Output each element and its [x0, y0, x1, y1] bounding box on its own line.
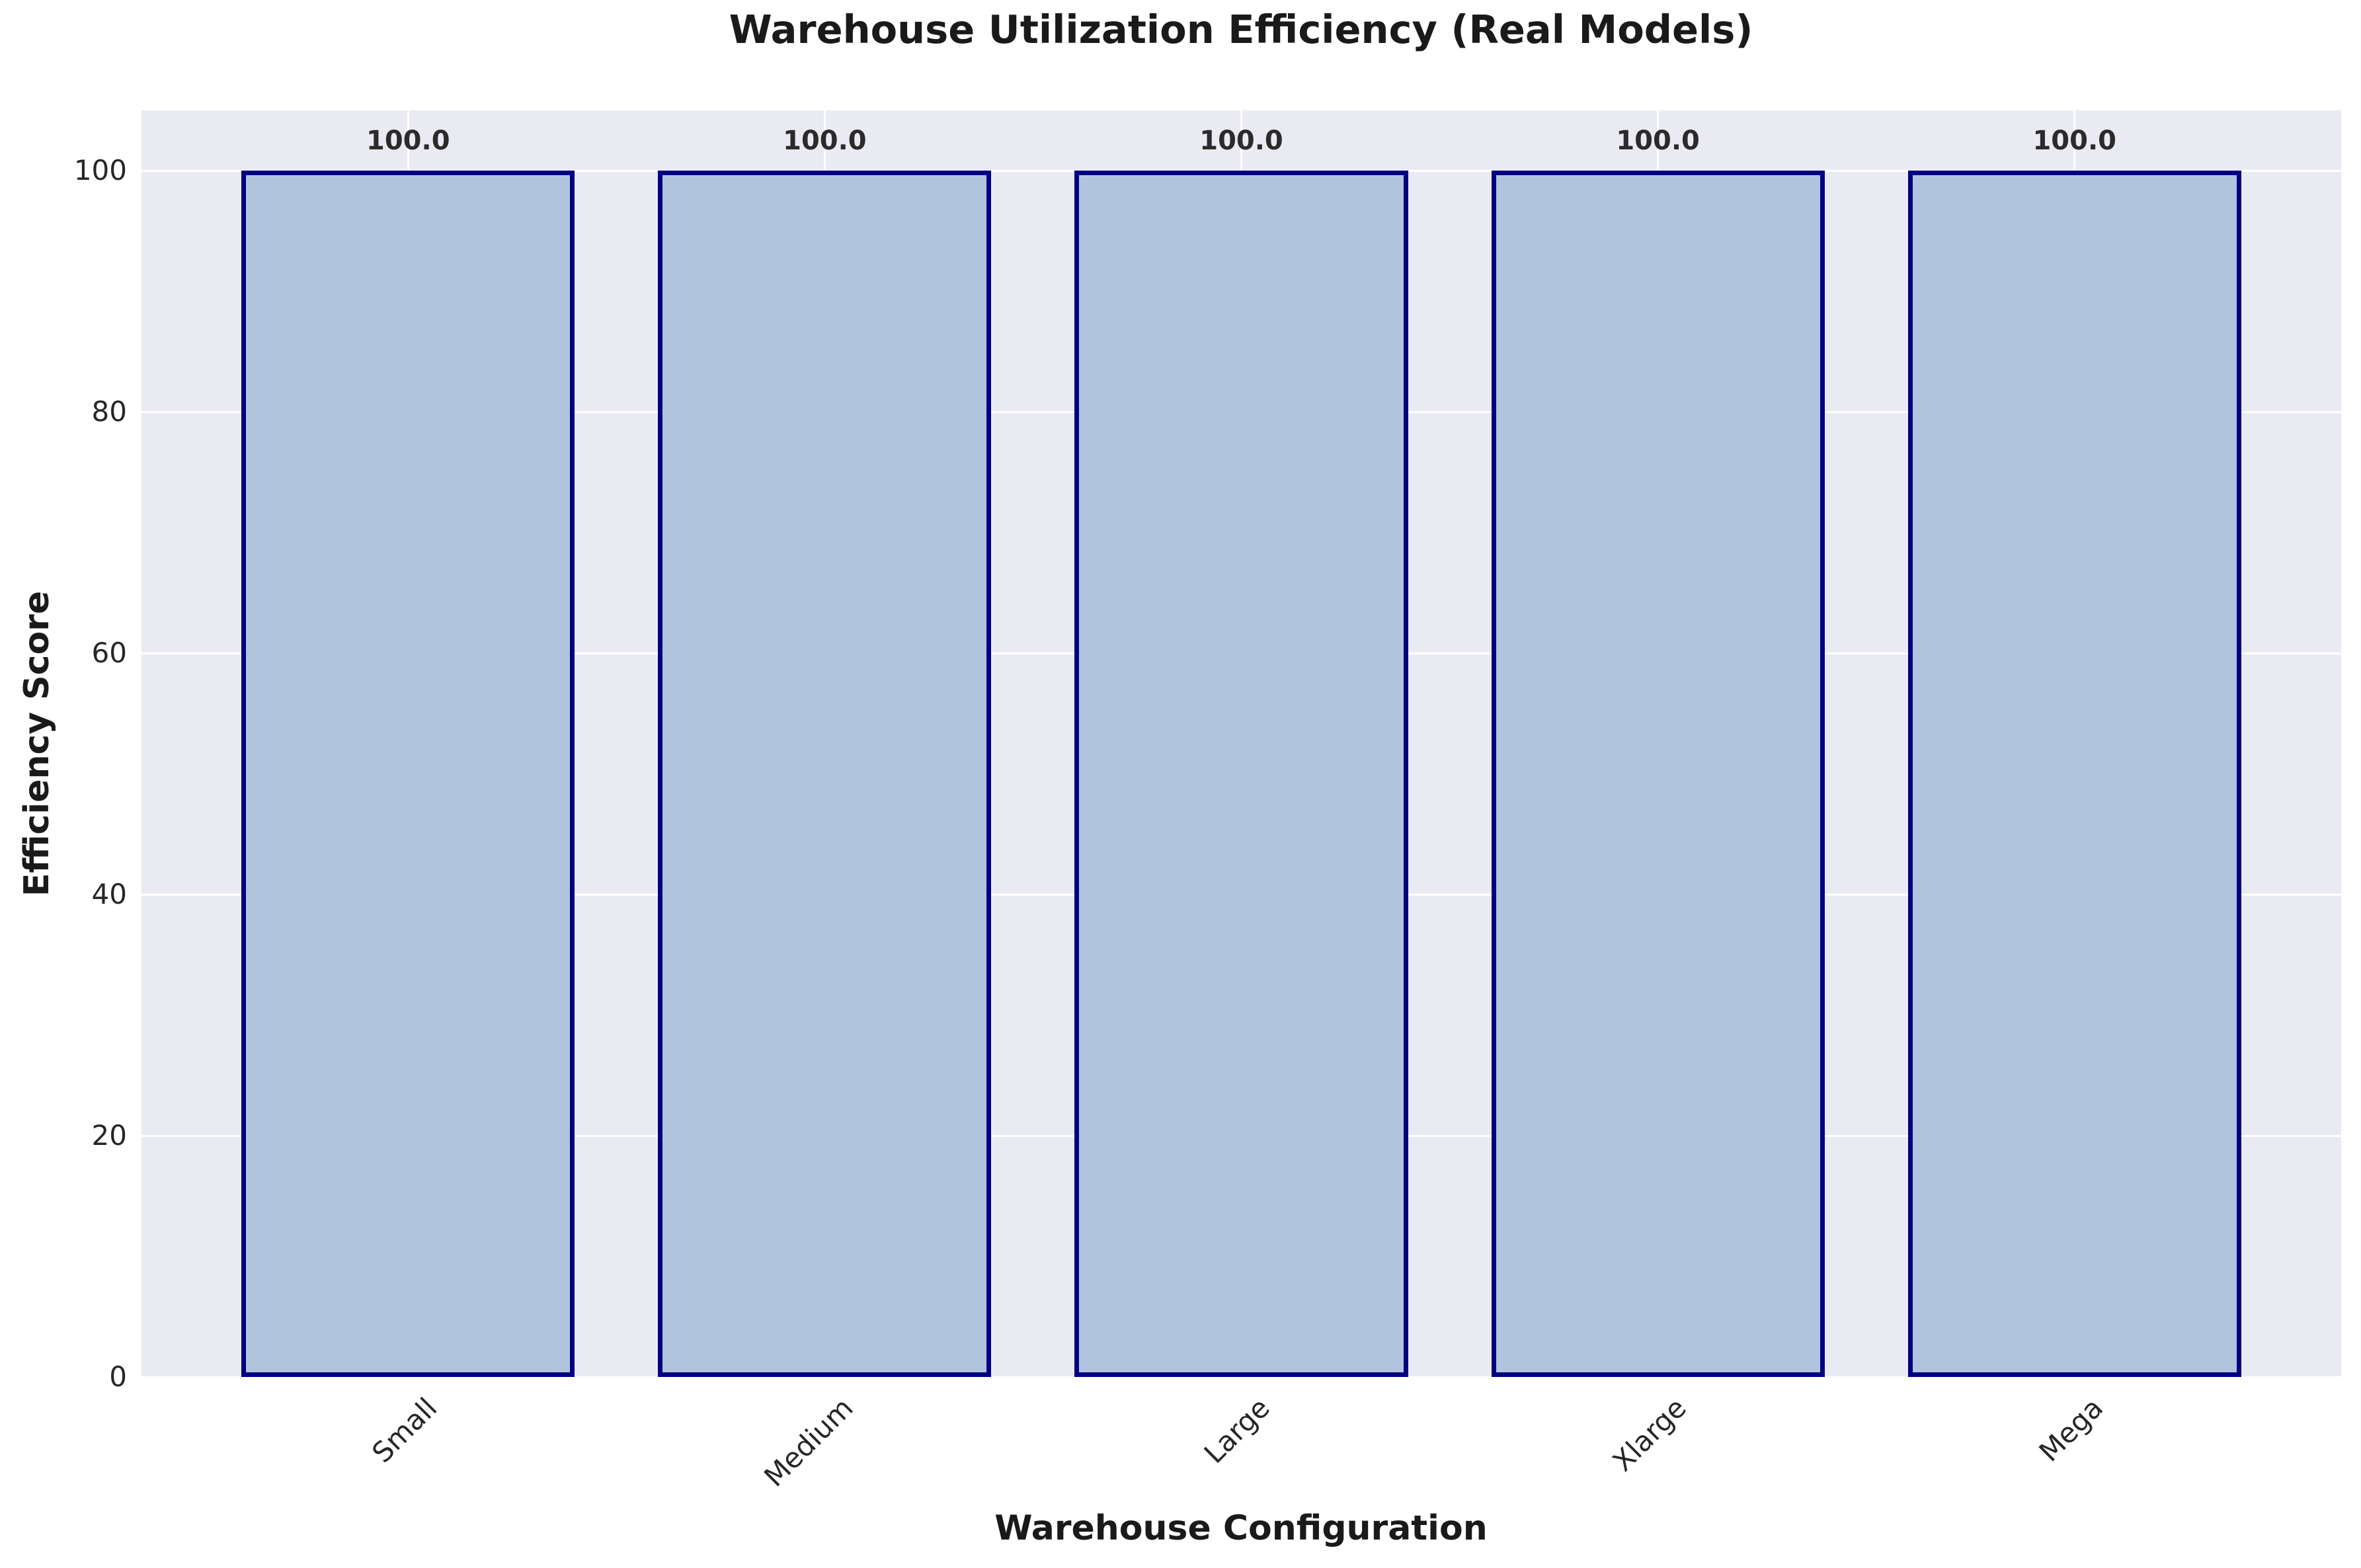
- bar-value-label: 100.0: [1199, 126, 1283, 157]
- x-tick-label: Small: [365, 1392, 443, 1470]
- bar-large: [1074, 171, 1408, 1377]
- bar-value-label: 100.0: [1616, 126, 1700, 157]
- x-tick-label: Large: [1197, 1392, 1277, 1470]
- x-tick-label: Mega: [2032, 1392, 2110, 1468]
- bar-value-label: 100.0: [366, 126, 450, 157]
- y-tick-label: 80: [91, 395, 127, 428]
- y-tick-label: 100: [73, 154, 127, 187]
- y-tick-label: 40: [91, 878, 127, 911]
- y-tick-label: 0: [109, 1360, 127, 1393]
- bar-value-label: 100.0: [2032, 126, 2116, 157]
- x-axis-label: Warehouse Configuration: [994, 1509, 1488, 1548]
- bar-xlarge: [1491, 171, 1825, 1377]
- bar-small: [241, 171, 575, 1377]
- h-gridline: [141, 1376, 2341, 1378]
- bar-medium: [658, 171, 992, 1377]
- bar-mega: [1907, 171, 2241, 1377]
- bar-value-label: 100.0: [783, 126, 867, 157]
- x-tick-label: Xlarge: [1607, 1392, 1693, 1478]
- y-tick-label: 60: [91, 637, 127, 670]
- chart-title: Warehouse Utilization Efficiency (Real M…: [729, 7, 1753, 52]
- x-tick-label: Medium: [758, 1392, 860, 1493]
- plot-area: 100.0 100.0 100.0 100.0 100.0: [141, 110, 2341, 1378]
- y-tick-label: 20: [91, 1119, 127, 1152]
